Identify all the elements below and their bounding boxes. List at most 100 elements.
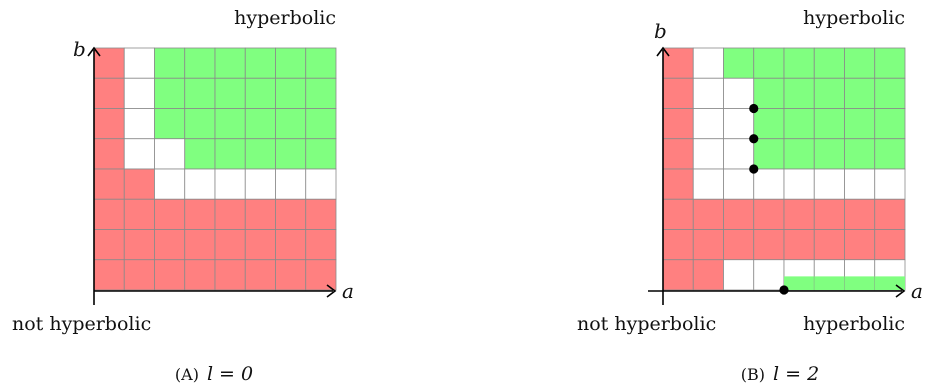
grid-cell: [244, 229, 276, 261]
grid-cell: [305, 259, 337, 291]
grid-cell: [662, 77, 694, 109]
grid-cell: [723, 259, 755, 291]
grid-cell-strip: [784, 276, 815, 290]
grid-cell: [305, 108, 337, 140]
grid-cell: [93, 108, 125, 140]
grid-cell: [723, 198, 755, 230]
grid-cell: [813, 47, 845, 79]
grid-cell: [753, 77, 785, 109]
grid-cell: [123, 47, 155, 79]
grid-cell: [813, 138, 845, 170]
grid-cell: [783, 198, 815, 230]
grid-cell: [874, 229, 906, 261]
grid-cell: [275, 229, 307, 261]
x-axis-arrowhead-a: [326, 284, 337, 298]
bottom-left-label-a: not hyperbolic: [12, 313, 151, 335]
grid-cell: [844, 168, 876, 200]
grid-cell: [662, 229, 694, 261]
lattice-dot: [749, 164, 759, 174]
x-axis-label-a: a: [342, 279, 354, 303]
grid-cell: [662, 108, 694, 140]
grid-cell: [184, 47, 216, 79]
caption-prefix-a: (A): [175, 365, 199, 384]
grid-cell: [154, 168, 186, 200]
grid-cell: [723, 108, 755, 140]
grid-cell: [692, 229, 724, 261]
grid-cell: [275, 198, 307, 230]
grid-cell: [184, 198, 216, 230]
grid-cell: [783, 47, 815, 79]
grid-cell: [723, 168, 755, 200]
grid-cell: [275, 259, 307, 291]
y-axis-label-a: b: [73, 37, 86, 61]
grid-cell: [123, 198, 155, 230]
grid-cell: [214, 198, 246, 230]
grid-cell: [813, 77, 845, 109]
grid-cell: [214, 47, 246, 79]
grid-cell: [813, 168, 845, 200]
grid-cell: [184, 168, 216, 200]
grid-cell: [723, 47, 755, 79]
grid-cell: [154, 229, 186, 261]
caption-math-a: l = 0: [207, 363, 253, 385]
grid-cell: [662, 47, 694, 79]
panel-a: a b hyperbolic not hyperbolic (A) l = 0: [12, 7, 354, 385]
caption-b: (B) l = 2: [741, 363, 819, 385]
grid-cell: [93, 259, 125, 291]
y-axis-arrowhead-b: [656, 46, 670, 57]
grid-cell: [275, 77, 307, 109]
x-axis-label-b: a: [911, 279, 923, 303]
grid-cell: [692, 259, 724, 291]
grid-cell: [844, 198, 876, 230]
grid-cell: [123, 229, 155, 261]
grid-cell: [214, 259, 246, 291]
grid-cell: [723, 138, 755, 170]
lattice-dot: [779, 285, 789, 295]
grid-cell: [783, 77, 815, 109]
grid-cell-strip: [844, 276, 875, 290]
grid-cell: [275, 47, 307, 79]
grid-cell: [874, 198, 906, 230]
grid-cell: [123, 259, 155, 291]
grid-cell: [753, 198, 785, 230]
grid-cell: [844, 108, 876, 140]
grid-cell: [214, 77, 246, 109]
grid-cell: [874, 138, 906, 170]
grid-cell: [93, 47, 125, 79]
grid-cell: [244, 198, 276, 230]
grid-cell: [753, 108, 785, 140]
grid-cell: [154, 77, 186, 109]
lattice-dot: [749, 103, 759, 114]
grid-cell: [123, 138, 155, 170]
bottom-right-label-b: hyperbolic: [803, 313, 905, 335]
grid-cell: [305, 168, 337, 200]
grid-cell: [692, 47, 724, 79]
grid-cell: [154, 259, 186, 291]
grid-a: [93, 47, 337, 291]
caption-prefix-b: (B): [741, 365, 765, 384]
grid-cell: [783, 229, 815, 261]
grid-cell: [214, 138, 246, 170]
grid-cell: [214, 229, 246, 261]
caption-math-b: l = 2: [773, 363, 819, 385]
grid-cell: [123, 168, 155, 200]
grid-cell: [692, 168, 724, 200]
grid-cell: [93, 138, 125, 170]
dots-b: [749, 103, 789, 295]
grid-cell: [753, 138, 785, 170]
grid-b: [662, 47, 906, 291]
grid-cell: [154, 108, 186, 140]
grid-cell: [184, 108, 216, 140]
grid-cell: [844, 229, 876, 261]
caption-a: (A) l = 0: [175, 363, 253, 385]
grid-cell: [154, 198, 186, 230]
grid-cell: [154, 138, 186, 170]
grid-cell: [662, 259, 694, 291]
grid-cell: [244, 47, 276, 79]
lattice-dot: [749, 134, 759, 144]
grid-cell: [184, 138, 216, 170]
y-axis-arrowhead-a: [87, 46, 101, 57]
grid-cell: [753, 229, 785, 261]
x-axis-arrowhead-b: [895, 284, 906, 298]
